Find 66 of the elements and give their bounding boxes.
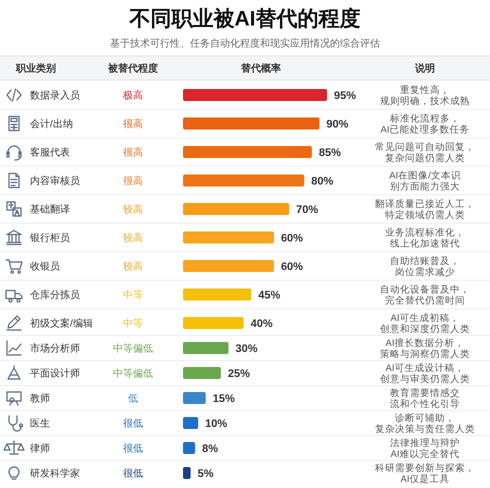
- category: 银行柜员: [30, 233, 70, 244]
- category: 市场分析师: [30, 344, 80, 355]
- annotation: 翻译质量已接近人工，特定领域仍需人类: [375, 198, 475, 221]
- value-label: 80%: [311, 175, 334, 188]
- value-label: 15%: [212, 392, 235, 405]
- annotation: AI可生成初稿，创意和深度仍需人类: [380, 312, 470, 335]
- value-label: 60%: [280, 232, 303, 244]
- annotation: 被替代程度: [108, 64, 158, 75]
- annotation: 很高: [123, 176, 143, 188]
- category: 内容审核员: [30, 176, 80, 188]
- category: 客服代表: [30, 148, 70, 159]
- annotation: 标准化流程多，AI已能处理多数任务: [380, 113, 470, 136]
- xlabel: 替代概率: [241, 64, 281, 75]
- value-label: 45%: [258, 289, 280, 302]
- category: 数据录入员: [30, 90, 80, 102]
- annotation: 中等偏低: [113, 344, 153, 355]
- title: 不同职业被AI替代的程度: [130, 8, 360, 31]
- value-label: 85%: [318, 146, 341, 159]
- annotation: 科研需要创新与探索，AI仅是工具: [375, 462, 475, 485]
- annotation: 说明: [415, 64, 435, 75]
- value-label: 25%: [228, 368, 250, 380]
- annotation: 中等: [123, 318, 143, 330]
- value-label: 70%: [296, 204, 318, 216]
- category: 基础翻译: [30, 204, 70, 216]
- annotation: 很低: [123, 468, 143, 480]
- annotation: AI擅长数据分析，策略与洞察仍需人类: [380, 338, 470, 360]
- value-label: 8%: [202, 442, 218, 455]
- value-label: 90%: [326, 118, 348, 130]
- category: 平面设计师: [30, 368, 80, 380]
- annotation: AI可生成设计稿，创意与审美仍需人类: [380, 362, 470, 385]
- annotation: AI在图像/文本识别方面能力强大: [389, 170, 461, 192]
- value-label: 95%: [334, 90, 356, 102]
- annotation: 诊断可辅助，复杂决策与责任需人类: [375, 412, 475, 435]
- annotation: 自助结账普及，岗位需求减少: [390, 256, 460, 278]
- ylabel: 职业类别: [16, 64, 56, 75]
- annotation: 法律推理与辩护AI难以完全替代: [390, 438, 460, 460]
- annotation: 业务流程标准化，线上化加速替代: [385, 227, 465, 250]
- value-label: 10%: [205, 418, 228, 430]
- annotation: 重复性高，规则明确，技术成熟: [380, 84, 470, 107]
- annotation: 中等: [123, 290, 143, 302]
- annotation: 教育需要情感交流和个性化引导: [390, 388, 460, 410]
- value-label: 40%: [250, 318, 273, 330]
- value-label: 60%: [280, 260, 303, 273]
- category: 医生: [30, 418, 50, 430]
- annotation: 很低: [123, 418, 143, 430]
- annotation: 低: [128, 394, 138, 405]
- annotation: 很高: [123, 119, 143, 130]
- category: 律师: [30, 444, 50, 455]
- value-label: 5%: [198, 468, 214, 480]
- value-label: 30%: [235, 342, 258, 355]
- annotation: 较高: [123, 262, 143, 273]
- annotation: 很高: [123, 148, 143, 159]
- annotation: 较高: [123, 233, 143, 244]
- annotation: 较高: [123, 204, 143, 216]
- category: 会计/出纳: [30, 119, 73, 130]
- category: 收银员: [30, 262, 60, 273]
- subtitle: 基于技术可行性、任务自动化程度和现实应用情况的综合评估: [110, 38, 380, 50]
- annotation: 自动化设备普及中，完全替代仍需时间: [380, 284, 470, 306]
- category: 仓库分拣员: [30, 290, 80, 302]
- annotation: 很低: [123, 444, 143, 455]
- annotation: 中等偏低: [113, 368, 153, 380]
- category: 初级文案/编辑: [30, 318, 93, 330]
- category: 研发科学家: [30, 468, 80, 480]
- category: 教师: [30, 394, 50, 405]
- annotation: 常见问题可自动回复，复杂问题仍需人类: [375, 142, 475, 164]
- annotation: 极高: [123, 90, 143, 102]
